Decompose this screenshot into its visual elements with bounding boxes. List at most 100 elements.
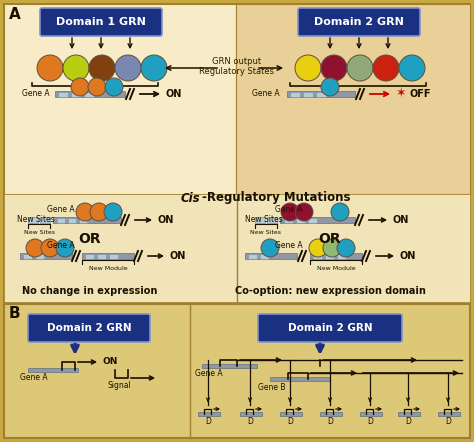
Text: D: D — [287, 418, 293, 427]
Bar — [202, 364, 257, 368]
Circle shape — [331, 203, 349, 221]
Text: B: B — [9, 306, 21, 321]
Text: Co-option: new expression domain: Co-option: new expression domain — [235, 286, 426, 296]
Text: Cis: Cis — [181, 191, 200, 205]
Text: Domain 1 GRN: Domain 1 GRN — [56, 17, 146, 27]
Bar — [198, 412, 220, 416]
Text: ✶: ✶ — [396, 87, 407, 99]
FancyBboxPatch shape — [40, 8, 162, 36]
Circle shape — [26, 239, 44, 257]
Text: Regulatory States: Regulatory States — [200, 68, 274, 76]
Text: No change in expression: No change in expression — [22, 286, 158, 296]
Text: New Sites: New Sites — [250, 230, 282, 235]
Text: ON: ON — [158, 215, 174, 225]
Text: Gene A: Gene A — [275, 206, 302, 214]
Text: Gene A: Gene A — [20, 373, 47, 382]
Text: OFF: OFF — [410, 89, 431, 99]
Circle shape — [37, 55, 63, 81]
FancyBboxPatch shape — [28, 314, 150, 342]
Text: New Module: New Module — [317, 266, 356, 271]
Bar — [20, 253, 72, 259]
Bar — [270, 377, 330, 381]
Text: Gene A: Gene A — [275, 241, 302, 251]
Bar — [320, 412, 342, 416]
Bar — [4, 4, 236, 194]
Text: New Sites: New Sites — [17, 216, 55, 225]
Text: OR: OR — [79, 232, 101, 246]
Text: ON: ON — [166, 89, 182, 99]
Bar — [303, 91, 313, 96]
Bar — [438, 412, 460, 416]
Bar — [84, 91, 94, 96]
Bar — [28, 217, 38, 223]
Bar — [4, 194, 470, 302]
Text: New Sites: New Sites — [24, 230, 55, 235]
Bar — [55, 91, 125, 97]
Bar — [267, 217, 277, 223]
Bar — [255, 217, 265, 223]
Text: A: A — [9, 7, 21, 22]
Text: -Regulatory Mutations: -Regulatory Mutations — [202, 191, 350, 205]
Bar — [4, 304, 470, 438]
Circle shape — [309, 239, 327, 257]
Text: D: D — [327, 418, 333, 427]
Bar — [360, 412, 382, 416]
Circle shape — [90, 203, 108, 221]
Text: Domain 2 GRN: Domain 2 GRN — [314, 17, 404, 27]
Text: D: D — [247, 418, 253, 427]
Text: D: D — [405, 418, 411, 427]
Bar — [28, 368, 78, 372]
Circle shape — [141, 55, 167, 81]
Circle shape — [321, 55, 347, 81]
Circle shape — [76, 203, 94, 221]
Bar — [236, 4, 470, 194]
Bar — [284, 217, 293, 222]
Bar — [58, 91, 68, 96]
Bar — [290, 91, 300, 96]
Circle shape — [89, 55, 115, 81]
Circle shape — [373, 55, 399, 81]
Bar — [57, 217, 65, 222]
Bar — [97, 254, 106, 259]
Circle shape — [337, 239, 355, 257]
Circle shape — [105, 78, 123, 96]
Text: Gene A: Gene A — [47, 206, 74, 214]
Circle shape — [71, 78, 89, 96]
Circle shape — [115, 55, 141, 81]
Bar — [308, 217, 317, 222]
Bar — [79, 217, 87, 222]
Bar — [260, 254, 269, 259]
Bar — [316, 91, 326, 96]
Bar — [240, 412, 262, 416]
Circle shape — [88, 78, 106, 96]
Bar — [245, 253, 297, 259]
Bar — [310, 253, 362, 259]
Text: Gene A: Gene A — [22, 89, 50, 99]
Text: ON: ON — [393, 215, 410, 225]
FancyBboxPatch shape — [258, 314, 402, 342]
Bar — [82, 253, 134, 259]
Circle shape — [261, 239, 279, 257]
FancyBboxPatch shape — [298, 8, 420, 36]
Text: Domain 2 GRN: Domain 2 GRN — [46, 323, 131, 333]
Bar — [280, 412, 302, 416]
Text: ON: ON — [103, 358, 118, 366]
Text: D: D — [367, 418, 373, 427]
Bar — [325, 254, 334, 259]
Bar — [23, 254, 32, 259]
Circle shape — [399, 55, 425, 81]
Bar — [68, 217, 76, 222]
Text: Gene A: Gene A — [47, 241, 74, 251]
Text: Signal: Signal — [108, 381, 132, 390]
Bar — [35, 254, 44, 259]
Text: Gene A: Gene A — [252, 89, 280, 99]
Text: Gene B: Gene B — [258, 382, 285, 392]
Bar — [337, 254, 346, 259]
Text: Gene A: Gene A — [195, 370, 223, 378]
Circle shape — [41, 239, 59, 257]
Circle shape — [295, 203, 313, 221]
Bar — [398, 412, 420, 416]
Circle shape — [63, 55, 89, 81]
Text: New Module: New Module — [89, 266, 128, 271]
Text: D: D — [445, 418, 451, 427]
